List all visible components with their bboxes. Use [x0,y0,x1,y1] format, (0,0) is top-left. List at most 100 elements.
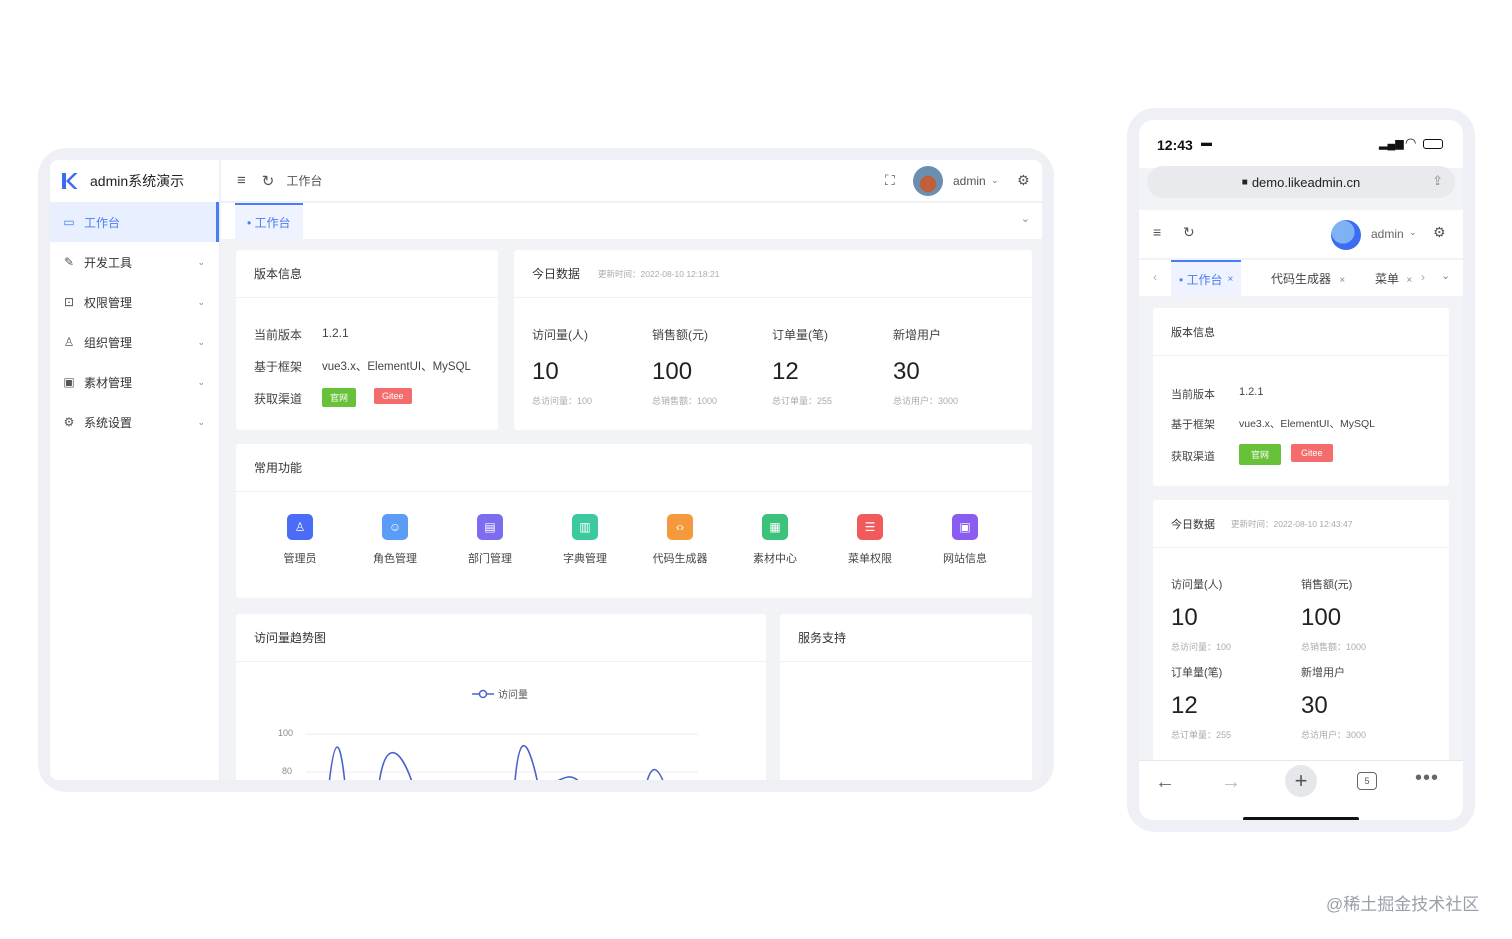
stat-value: 12 [1171,692,1198,719]
department-icon: ▤ [477,514,503,540]
desktop-screen: admin系统演示 ▭ 工作台 ✎ 开发工具 ⌄ ⊡ 权限管理 ⌄ ♙ 组织管理… [50,160,1042,780]
tab-workbench[interactable]: • 工作台 × [1171,260,1242,296]
card-title: 今日数据 [532,267,581,281]
refresh-icon[interactable]: ↻ [1183,224,1195,240]
official-site-button[interactable]: 官网 [1239,444,1282,465]
sidebar-item-materials[interactable]: ▣ 素材管理 ⌄ [50,362,219,402]
version-value: 1.2.1 [322,326,349,340]
chevron-down-icon[interactable]: ⌄ [1441,270,1451,282]
chevron-left-icon[interactable]: ‹ [1153,270,1157,284]
chevron-right-icon[interactable]: › [1421,270,1425,284]
signal-icon: ▂▄▆ [1379,138,1404,150]
trend-line [328,745,664,780]
role-icon: ☺ [382,514,408,540]
chevron-down-icon: ⌄ [197,416,205,427]
wifi-icon: ◠ [1405,135,1417,150]
tab-count-button[interactable]: 5 [1357,772,1377,790]
stat-value: 30 [1301,692,1328,719]
channel-label: 获取渠道 [1171,451,1215,463]
chevron-down-icon[interactable]: ⌄ [1020,213,1030,225]
gear-icon[interactable]: ⚙ [1433,224,1446,240]
stat-value: 100 [652,358,693,385]
framework-value: vue3.x、ElementUI、MySQL [322,361,471,373]
more-icon[interactable]: ••• [1415,767,1440,789]
stat-label: 订单量(笔) [1171,667,1223,679]
mobile-frame: 12:43 ▬ ▂▄▆ ◠ ■ demo.likeadmin.cn ⇪ ≡ ↻ … [1127,108,1475,832]
app-logo-row: admin系统演示 [50,160,219,202]
channel-label: 获取渠道 [254,392,303,406]
card-head: 今日数据 更新时间：2022-08-10 12:18:21 [514,250,1032,298]
function-menu-permission[interactable]: ☰ 菜单权限 [830,514,910,566]
tab-workbench[interactable]: • 工作台 [235,203,303,239]
avatar[interactable] [1331,220,1361,250]
battery-icon [1423,139,1443,149]
tab-menu[interactable]: 菜单 × [1375,270,1412,287]
common-functions-card: 常用功能 ♙ 管理员 ☺ 角色管理 ▤ 部门管理 ▥ 字典管理 ‹› 代码生成器 [236,444,1032,598]
stat-value: 30 [893,358,920,385]
function-label: 菜单权限 [848,553,892,565]
official-site-button[interactable]: 官网 [322,388,357,407]
fullscreen-icon[interactable]: ⛶ [885,172,895,188]
update-time: 更新时间：2022-08-10 12:43:47 [1231,518,1353,529]
chevron-down-icon[interactable]: ⌄ [1409,227,1417,237]
function-department[interactable]: ▤ 部门管理 [450,514,530,566]
sidebar-item-permissions[interactable]: ⊡ 权限管理 ⌄ [50,282,219,322]
function-label: 部门管理 [468,553,512,565]
chevron-down-icon[interactable]: ⌄ [991,175,999,185]
legend-label: 访问量 [498,690,528,701]
function-material-center[interactable]: ▦ 素材中心 [735,514,815,566]
close-icon[interactable]: × [1406,275,1413,286]
sidebar-item-settings[interactable]: ⚙ 系统设置 ⌄ [50,402,219,442]
card-title: 版本信息 [1153,308,1449,356]
menu-toggle-icon[interactable]: ≡ [237,172,246,189]
menu-toggle-icon[interactable]: ≡ [1153,224,1162,240]
stat-sub: 总访用户：3000 [1301,730,1367,740]
stat-label: 访问量(人) [1171,579,1223,591]
back-arrow-icon[interactable]: ← [1155,771,1175,793]
share-icon[interactable]: ⇪ [1432,173,1443,188]
sidebar-item-organization[interactable]: ♙ 组织管理 ⌄ [50,322,219,362]
mobile-version-card: 版本信息 当前版本 1.2.1 基于框架 vue3.x、ElementUI、My… [1153,308,1449,486]
stat-sub: 总销售额：1000 [652,396,718,406]
app-title: admin系统演示 [90,173,185,189]
tab-code-generator[interactable]: 代码生成器 × [1271,270,1345,287]
function-admin[interactable]: ♙ 管理员 [260,514,340,566]
trend-chart [306,733,698,780]
gitee-button[interactable]: Gitee [1291,444,1333,462]
function-code-generator[interactable]: ‹› 代码生成器 [640,514,720,566]
new-tab-plus-icon[interactable]: + [1285,765,1317,797]
refresh-icon[interactable]: ↻ [261,172,275,190]
forward-arrow-icon[interactable]: → [1221,771,1241,793]
function-dictionary[interactable]: ▥ 字典管理 [545,514,625,566]
chart-legend[interactable]: 访问量 [472,686,528,701]
function-website-info[interactable]: ▣ 网站信息 [925,514,1005,566]
sidebar-item-label: 系统设置 [84,415,133,430]
today-data-card: 今日数据 更新时间：2022-08-10 12:18:21 访问量(人) 10 … [514,250,1032,430]
tab-label: 代码生成器 [1271,272,1332,286]
url-bar[interactable]: ■ demo.likeadmin.cn ⇪ [1147,166,1455,198]
y-tick-label: 80 [282,766,293,776]
user-name[interactable]: admin [953,173,986,188]
function-role[interactable]: ☺ 角色管理 [355,514,435,566]
function-label: 字典管理 [563,553,607,565]
stat-value: 100 [1301,604,1342,631]
sidebar-item-workbench[interactable]: ▭ 工作台 [50,202,219,242]
stat-sub: 总访问量：100 [532,396,593,406]
home-indicator [1243,817,1359,820]
gitee-button[interactable]: Gitee [374,388,412,404]
function-label: 代码生成器 [652,553,708,565]
y-tick-label: 100 [278,728,294,738]
stat-label: 订单量(笔) [772,328,828,342]
avatar[interactable] [913,166,943,196]
card-title: 版本信息 [236,250,498,298]
close-icon[interactable]: × [1339,275,1346,286]
function-label: 素材中心 [753,553,797,565]
lock-icon: ⊡ [63,295,75,309]
user-name[interactable]: admin [1371,227,1404,241]
close-icon[interactable]: × [1227,273,1234,285]
sidebar-item-dev-tools[interactable]: ✎ 开发工具 ⌄ [50,242,219,282]
logo-icon [62,173,78,189]
gear-icon[interactable]: ⚙ [1017,172,1030,188]
sidebar-item-label: 权限管理 [84,295,133,310]
code-icon: ‹› [667,514,693,540]
